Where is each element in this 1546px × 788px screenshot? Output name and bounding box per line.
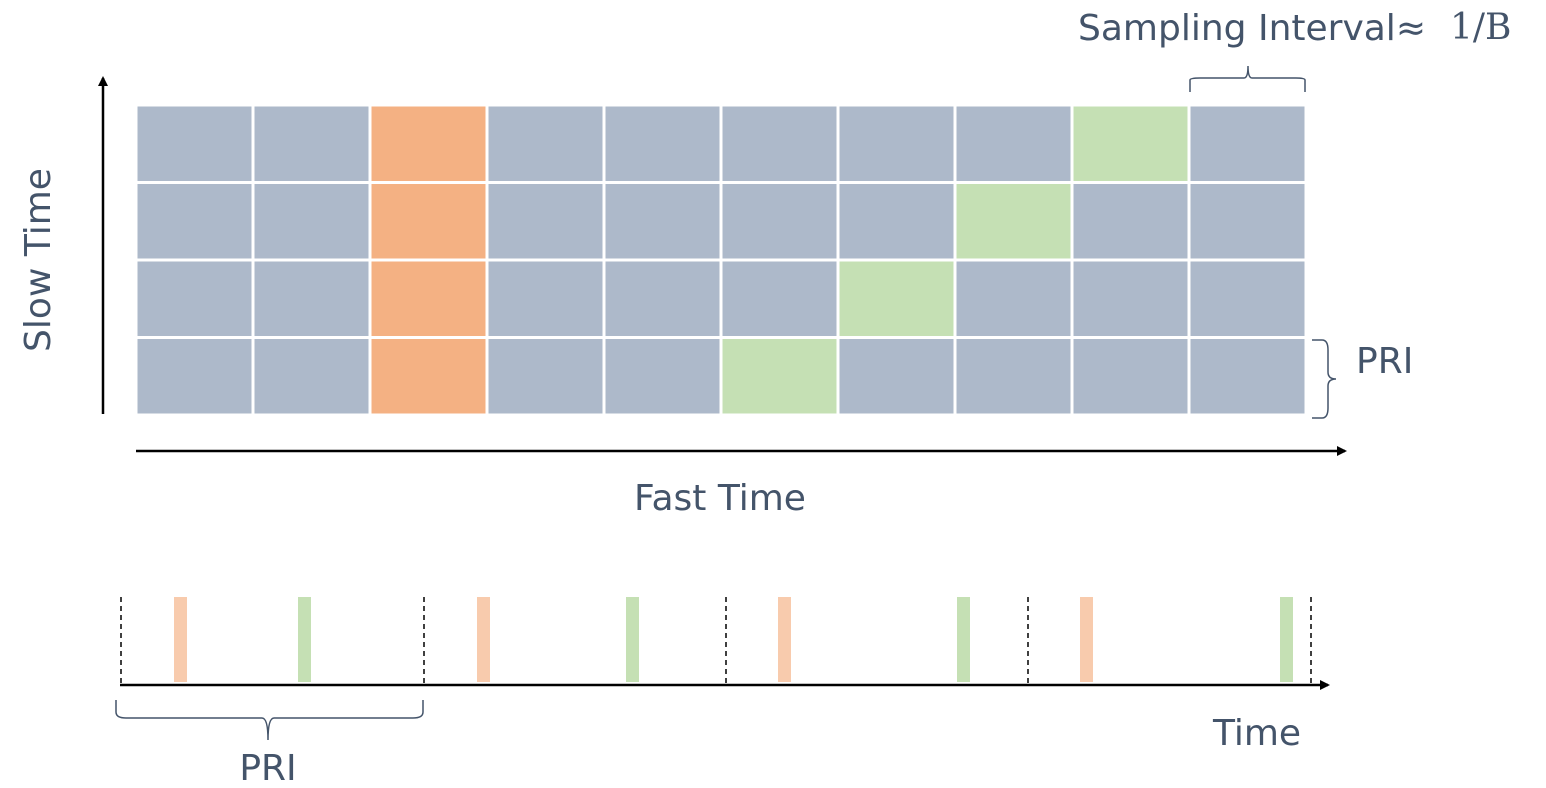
grid-cell (722, 261, 837, 336)
grid-cell (1073, 261, 1188, 336)
grid-cell (254, 339, 369, 414)
green-pulse (298, 597, 311, 682)
grid-cell (371, 261, 486, 336)
pri-bottom-brace (115, 700, 424, 741)
grid-cell (839, 106, 954, 181)
grid-cell (1190, 261, 1305, 336)
green-pulse (957, 597, 970, 682)
grid-cell (1073, 339, 1188, 414)
grid-cell (1190, 106, 1305, 181)
grid-cell (488, 106, 603, 181)
grid-cell (1190, 339, 1305, 414)
orange-pulse (1080, 597, 1093, 682)
grid-cell (956, 106, 1071, 181)
grid-cell (371, 184, 486, 259)
grid-cell (722, 339, 837, 414)
sampling-formula: 1/B (1450, 7, 1512, 48)
timeline (120, 597, 1312, 685)
grid-cell (1073, 184, 1188, 259)
grid-cell (137, 106, 252, 181)
grid-cell (956, 184, 1071, 259)
grid-cell (605, 261, 720, 336)
grid-cell (254, 184, 369, 259)
sampling-label: Sampling Interval≈ (1078, 8, 1426, 49)
grid-cell (605, 184, 720, 259)
grid-cell (605, 106, 720, 181)
grid-cell (137, 184, 252, 259)
grid-cell (488, 261, 603, 336)
slow-time-label: Slow Time (18, 168, 59, 352)
orange-pulse (174, 597, 187, 682)
orange-pulse (477, 597, 490, 682)
grid-cell (254, 106, 369, 181)
grid-cell (488, 184, 603, 259)
fast-time-label: Fast Time (634, 478, 806, 519)
grid-cell (839, 184, 954, 259)
sampling-brace (1189, 65, 1306, 92)
time-label: Time (1212, 713, 1301, 754)
grid-cell (371, 339, 486, 414)
grid-cell (137, 261, 252, 336)
grid-cell (1190, 184, 1305, 259)
grid-cell (722, 106, 837, 181)
grid-cell (254, 261, 369, 336)
grid-cell (488, 339, 603, 414)
grid-cell (605, 339, 720, 414)
orange-pulse (778, 597, 791, 682)
grid-cell (839, 339, 954, 414)
green-pulse (626, 597, 639, 682)
grid-cell (722, 184, 837, 259)
grid-cell (137, 339, 252, 414)
grid-cell (956, 339, 1071, 414)
sample-grid (137, 106, 1305, 414)
grid-cell (371, 106, 486, 181)
pri-label: PRI (1356, 341, 1413, 382)
pri-brace (1312, 339, 1337, 419)
grid-cell (1073, 106, 1188, 181)
pri-bottom-label: PRI (239, 748, 296, 788)
grid-cell (956, 261, 1071, 336)
grid-cell (839, 261, 954, 336)
green-pulse (1280, 597, 1293, 682)
